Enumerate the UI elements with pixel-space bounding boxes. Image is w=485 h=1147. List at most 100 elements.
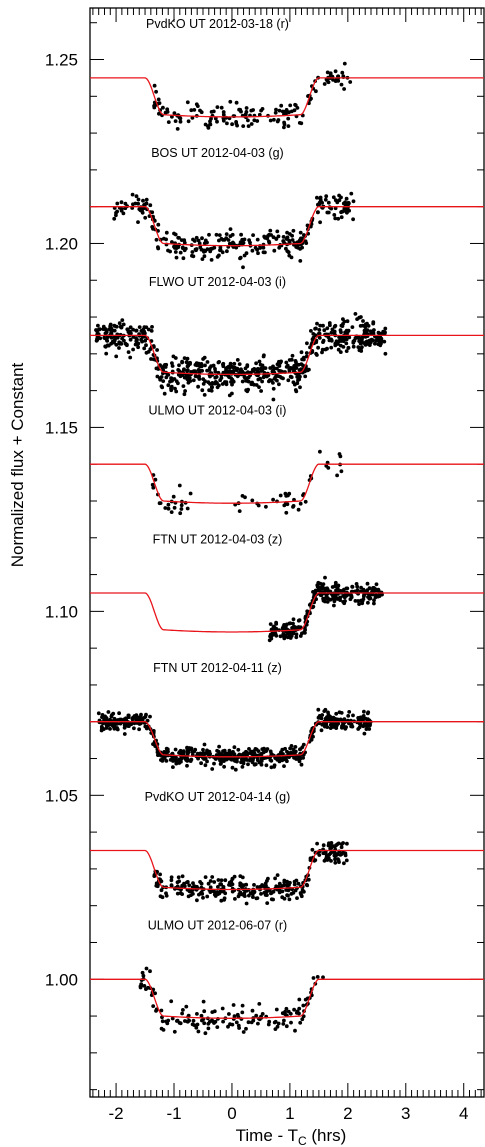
- data-point: [148, 714, 152, 719]
- data-point: [310, 847, 315, 852]
- data-point: [114, 354, 119, 359]
- data-point: [246, 375, 251, 380]
- data-point: [165, 1021, 170, 1026]
- data-point: [336, 841, 341, 846]
- data-point: [200, 388, 205, 393]
- data-point: [182, 248, 187, 253]
- data-point: [281, 1022, 286, 1026]
- data-point: [296, 507, 301, 512]
- data-point: [136, 201, 141, 206]
- data-point: [273, 1019, 278, 1024]
- data-point: [357, 602, 361, 606]
- data-point: [372, 598, 376, 603]
- data-point: [318, 449, 322, 454]
- data-point: [174, 389, 179, 394]
- data-point: [281, 625, 286, 629]
- data-point: [257, 1002, 262, 1006]
- data-point: [213, 1019, 218, 1024]
- data-point: [184, 360, 189, 364]
- data-point: [305, 883, 310, 888]
- data-point: [300, 1017, 305, 1022]
- data-point: [121, 211, 126, 216]
- data-point: [186, 1013, 191, 1018]
- data-point: [320, 584, 325, 589]
- data-point: [251, 895, 255, 899]
- data-point: [106, 710, 111, 714]
- data-point: [365, 724, 369, 729]
- data-point: [333, 580, 338, 585]
- data-point: [316, 345, 320, 350]
- data-point: [305, 341, 309, 346]
- data-point: [158, 894, 163, 899]
- data-point: [240, 379, 245, 384]
- data-point: [328, 73, 333, 77]
- data-point: [135, 342, 140, 347]
- data-point: [232, 745, 237, 750]
- data-point: [290, 238, 295, 242]
- data-point: [166, 383, 171, 388]
- data-point: [210, 767, 215, 771]
- data-point: [252, 751, 257, 756]
- data-point: [190, 253, 194, 258]
- data-point: [114, 342, 119, 347]
- data-point: [336, 583, 341, 588]
- data-point: [297, 1011, 301, 1016]
- data-point: [189, 757, 194, 762]
- data-point: [201, 747, 205, 752]
- data-point: [239, 232, 244, 237]
- data-point: [196, 384, 201, 389]
- data-point: [359, 315, 363, 319]
- series-labels: PvdKO UT 2012-03-18 (r) BOS UT 2012-04-03…: [145, 17, 291, 932]
- data-point: [166, 502, 171, 507]
- data-point: [227, 1012, 231, 1016]
- data-point: [365, 711, 370, 716]
- data-point: [164, 230, 169, 235]
- data-point: [353, 599, 358, 603]
- data-point: [255, 237, 260, 242]
- data-point: [289, 255, 294, 260]
- data-point: [177, 1021, 182, 1025]
- data-point: [154, 237, 159, 242]
- data-point: [175, 891, 180, 896]
- data-point: [199, 1013, 204, 1018]
- data-point: [230, 377, 235, 382]
- data-point: [268, 366, 273, 370]
- data-point: [259, 366, 263, 371]
- data-point: [288, 1011, 293, 1016]
- data-point: [373, 341, 377, 346]
- data-point: [285, 502, 290, 507]
- data-point: [253, 762, 258, 767]
- data-point: [234, 1020, 239, 1025]
- data-point: [118, 721, 123, 726]
- data-point: [169, 878, 174, 883]
- data-point: [115, 201, 120, 206]
- data-point: [316, 707, 321, 712]
- data-point: [372, 601, 376, 606]
- data-point: [365, 581, 370, 586]
- data-point: [341, 600, 346, 604]
- data-point: [152, 105, 157, 110]
- data-point: [264, 504, 268, 509]
- data-point: [224, 236, 229, 241]
- data-point: [290, 233, 294, 238]
- data-point: [292, 1007, 296, 1012]
- data-point: [363, 328, 368, 332]
- data-point: [333, 717, 338, 721]
- data-point: [367, 727, 372, 731]
- data-point: [95, 337, 99, 342]
- data-point: [158, 872, 163, 877]
- data-point: [255, 885, 260, 889]
- data-point: [190, 750, 195, 754]
- x-tick-labels: -2 -1 0 1 2 3 4: [109, 1104, 469, 1123]
- data-point: [265, 901, 270, 905]
- data-point: [128, 355, 133, 360]
- data-point: [140, 339, 145, 344]
- data-point: [184, 1004, 189, 1009]
- data-point: [268, 118, 273, 123]
- data-point: [344, 858, 349, 863]
- data-point: [261, 354, 266, 359]
- data-point: [324, 194, 329, 199]
- data-point: [206, 1026, 211, 1031]
- data-point: [336, 216, 341, 221]
- data-point: [247, 747, 251, 751]
